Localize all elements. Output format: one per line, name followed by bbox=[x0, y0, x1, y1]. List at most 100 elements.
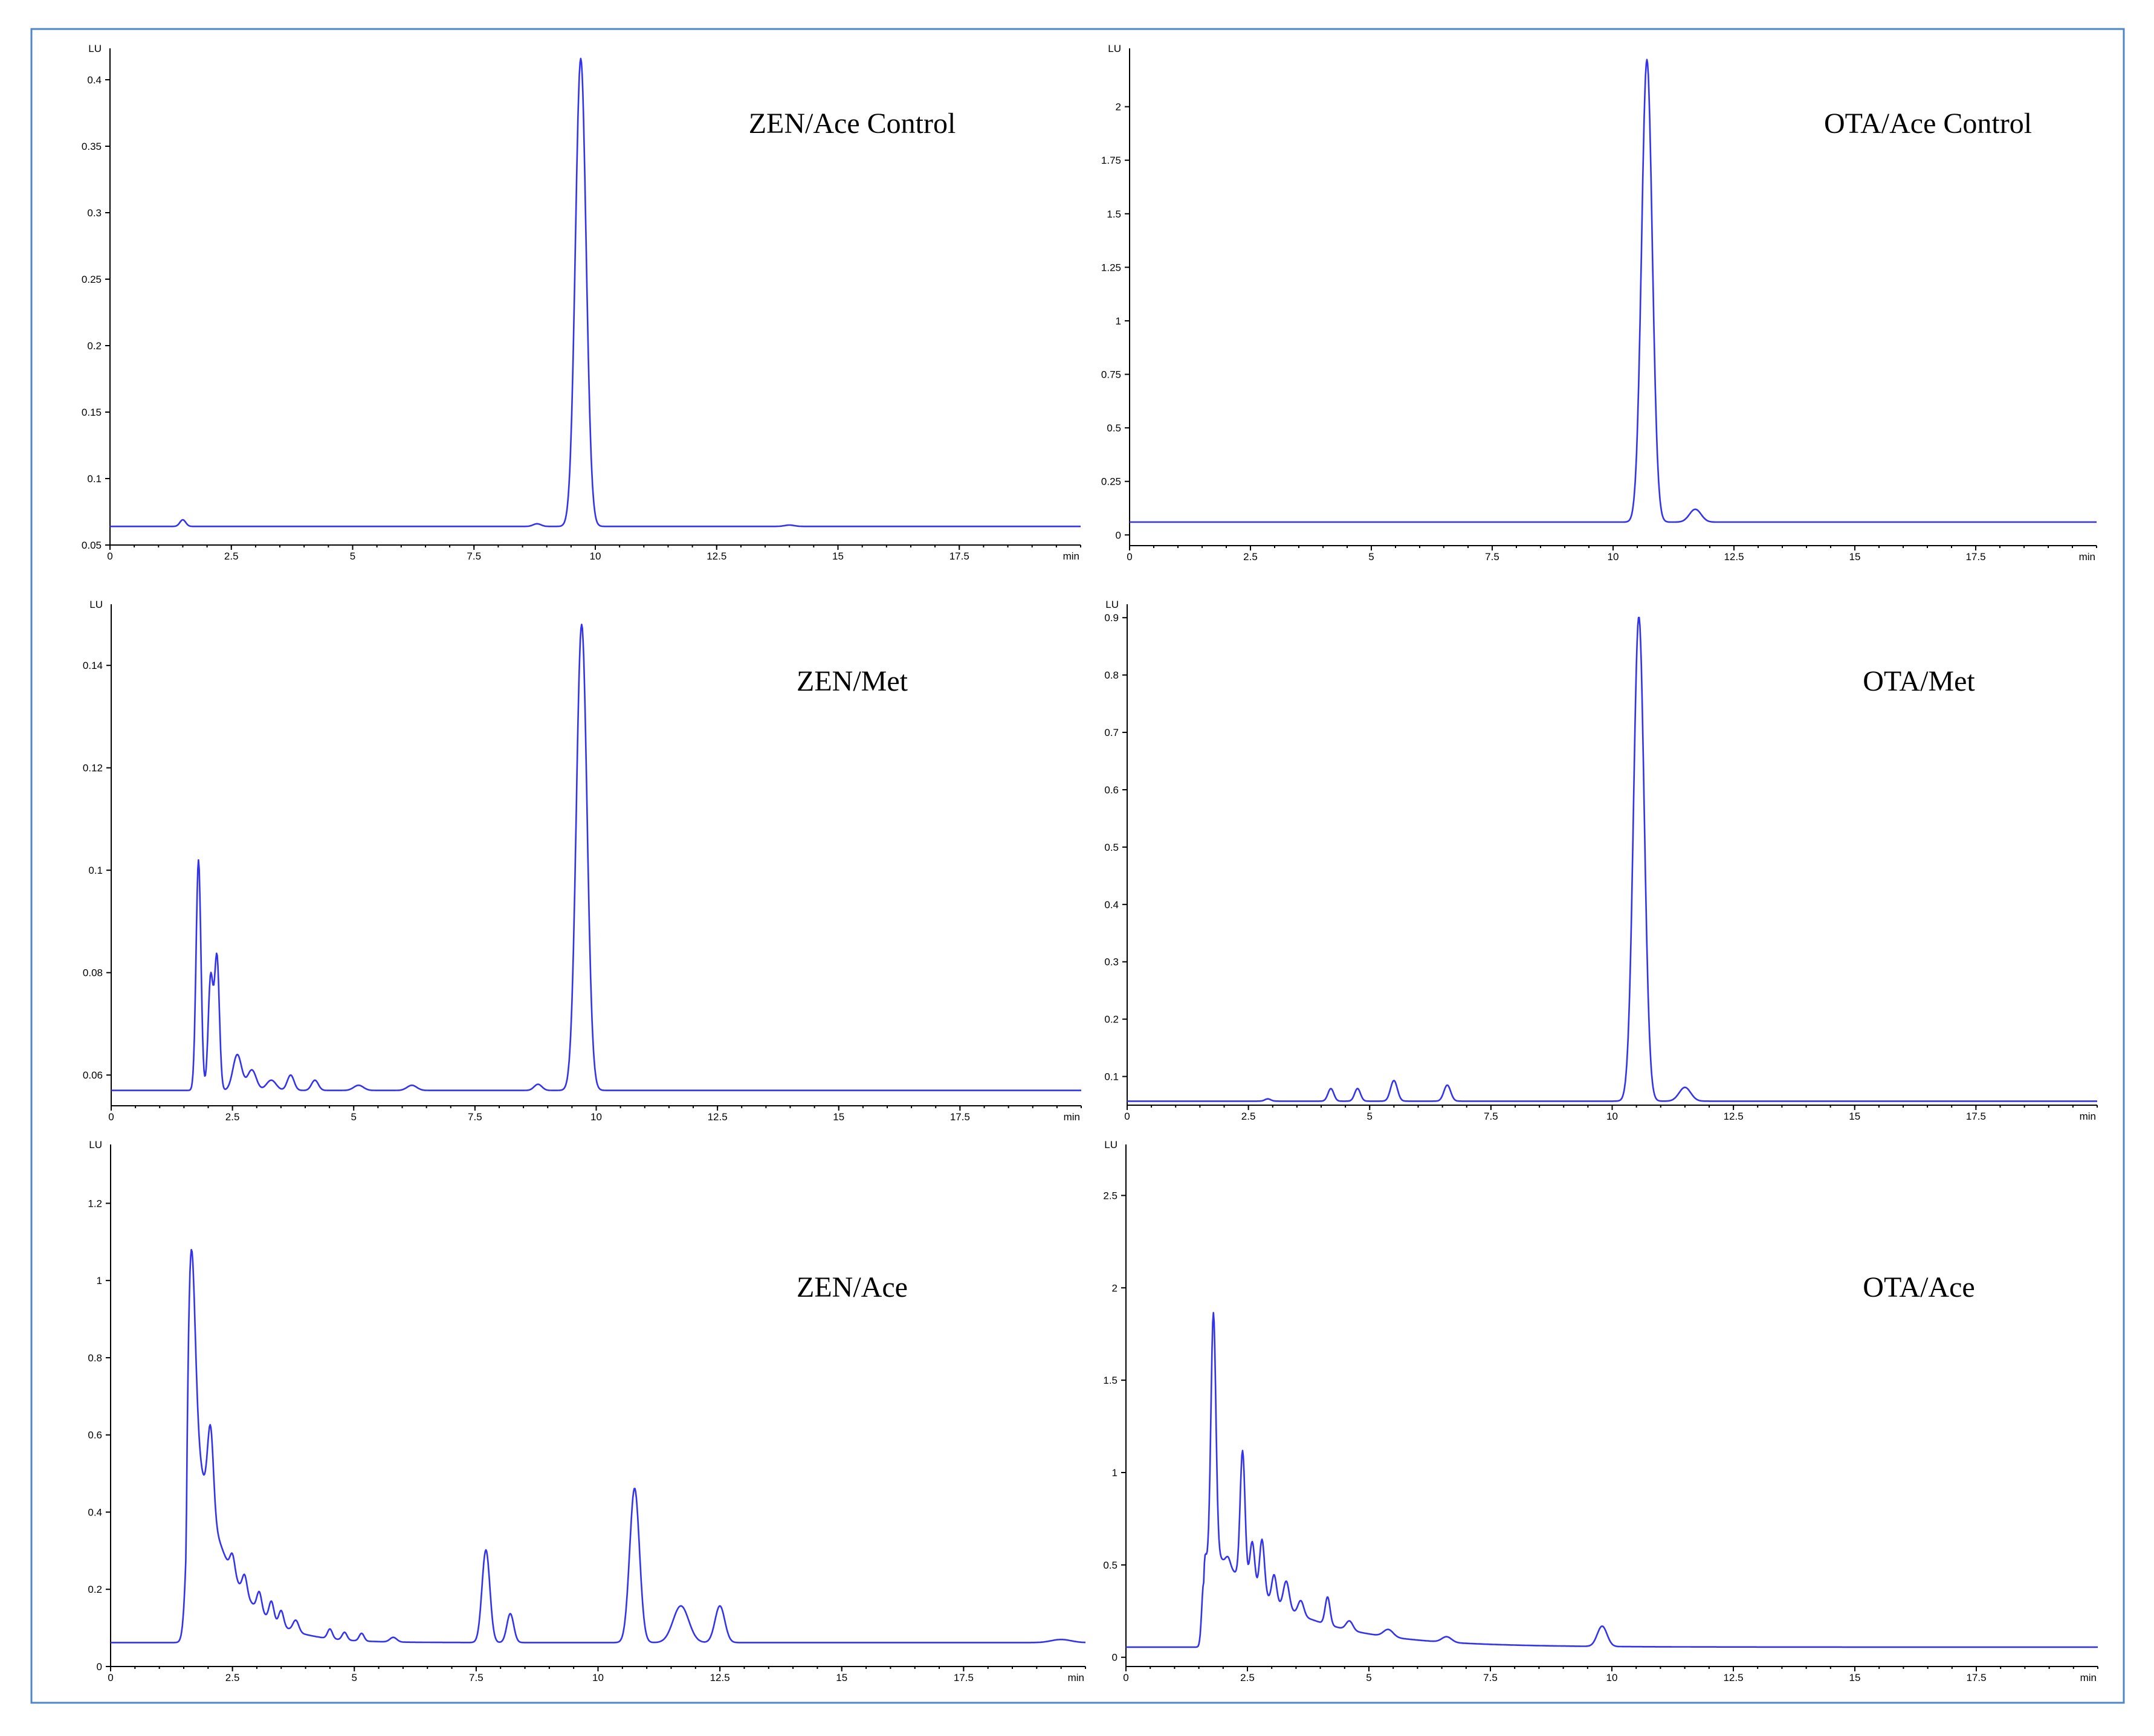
y-tick-label: 0 bbox=[1112, 1652, 1117, 1663]
y-tick-label: 0.75 bbox=[1101, 369, 1121, 381]
x-tick-label: 5 bbox=[1366, 1672, 1371, 1683]
y-tick-label: 0.1 bbox=[88, 865, 103, 876]
x-tick-label: 2.5 bbox=[1240, 1672, 1255, 1683]
y-tick-label: 0.6 bbox=[1104, 784, 1119, 796]
y-tick-label: 2 bbox=[1112, 1282, 1117, 1294]
chromatogram-trace bbox=[1129, 59, 2097, 523]
y-tick-label: 0.5 bbox=[1104, 842, 1119, 853]
x-tick-label: 5 bbox=[350, 550, 355, 562]
x-tick-label: 5 bbox=[1367, 1111, 1373, 1122]
y-tick-label: 0.3 bbox=[1104, 957, 1119, 968]
y-tick-label: 0.15 bbox=[82, 407, 102, 418]
y-tick-label: 0 bbox=[1116, 529, 1121, 541]
x-unit-label: min bbox=[2080, 1672, 2097, 1683]
panel-title: ZEN/Met bbox=[797, 665, 908, 697]
x-axis: 0 2.5 5 7.5 10 12.5 15 17.5 min bbox=[107, 544, 1081, 562]
chromatogram-trace bbox=[109, 57, 1081, 528]
y-unit-label: LU bbox=[89, 599, 103, 610]
x-tick-label: 0 bbox=[1127, 551, 1132, 563]
x-tick-label: 17.5 bbox=[1966, 1672, 1986, 1683]
x-tick-label: 0 bbox=[108, 1111, 114, 1123]
panel-ota-met: 0 2.5 5 7.5 10 12.5 15 17.5 min 0.10.20.30.40.50… bbox=[1104, 599, 2098, 1122]
panel-title: OTA/Met bbox=[1863, 665, 1975, 697]
y-tick-label: 0.35 bbox=[82, 141, 102, 152]
x-tick-label: 12.5 bbox=[1723, 1672, 1743, 1683]
x-axis: 0 2.5 5 7.5 10 12.5 15 17.5 min bbox=[108, 1666, 1086, 1683]
x-tick-label: 7.5 bbox=[469, 1672, 484, 1683]
x-tick-label: 2.5 bbox=[1241, 1111, 1256, 1122]
panel-title: OTA/Ace bbox=[1863, 1271, 1974, 1303]
y-tick-label: 1 bbox=[1116, 315, 1121, 327]
y-tick-label: 1 bbox=[97, 1275, 102, 1286]
x-tick-label: 7.5 bbox=[1484, 1111, 1498, 1122]
x-tick-label: 2.5 bbox=[225, 1111, 240, 1123]
x-unit-label: min bbox=[1064, 1111, 1080, 1123]
y-tick-label: 0.25 bbox=[82, 274, 102, 285]
y-tick-label: 1.75 bbox=[1101, 155, 1121, 166]
y-tick-label: 0.5 bbox=[1107, 422, 1121, 434]
x-tick-label: 15 bbox=[1849, 551, 1861, 563]
y-tick-label: 0.7 bbox=[1104, 727, 1119, 738]
y-tick-label: 1.25 bbox=[1101, 262, 1121, 273]
x-tick-label: 5 bbox=[1368, 551, 1374, 563]
y-tick-label: 0.4 bbox=[88, 1506, 102, 1518]
x-tick-label: 12.5 bbox=[1724, 1111, 1744, 1122]
x-unit-label: min bbox=[1068, 1672, 1084, 1683]
y-unit-label: LU bbox=[1105, 599, 1119, 610]
x-tick-label: 2.5 bbox=[1243, 551, 1258, 563]
x-tick-label: 15 bbox=[833, 1111, 844, 1123]
x-tick-label: 5 bbox=[352, 1672, 357, 1683]
y-tick-label: 0.3 bbox=[87, 207, 102, 219]
x-tick-label: 17.5 bbox=[954, 1672, 974, 1683]
x-tick-label: 12.5 bbox=[708, 1111, 728, 1123]
panel-zen-ace-control: 0 2.5 5 7.5 10 12.5 15 17.5 min 0.050.10.150.20.… bbox=[82, 43, 1081, 562]
x-tick-label: 17.5 bbox=[1965, 551, 1985, 563]
x-tick-label: 17.5 bbox=[949, 550, 969, 562]
x-tick-label: 0 bbox=[107, 550, 112, 562]
chromatogram-trace bbox=[110, 1248, 1086, 1644]
x-tick-label: 17.5 bbox=[1966, 1111, 1986, 1122]
x-tick-label: 15 bbox=[1849, 1111, 1860, 1122]
x-tick-label: 2.5 bbox=[224, 550, 239, 562]
x-tick-label: 5 bbox=[351, 1111, 357, 1123]
x-tick-label: 0 bbox=[108, 1672, 113, 1683]
x-unit-label: min bbox=[2079, 551, 2095, 563]
x-tick-label: 10 bbox=[590, 1111, 602, 1123]
panel-title: OTA/Ace Control bbox=[1824, 108, 2032, 140]
x-tick-label: 12.5 bbox=[707, 550, 726, 562]
y-tick-label: 0.8 bbox=[1104, 670, 1119, 681]
y-axis: 0 0.25 0.5 0.75 1 1.25 1.5 1.75 2 LU bbox=[1101, 43, 1130, 546]
figure-frame bbox=[30, 28, 2125, 1704]
y-tick-label: 0 bbox=[97, 1661, 102, 1673]
x-tick-label: 10 bbox=[592, 1672, 604, 1683]
chromatogram-trace bbox=[111, 624, 1082, 1091]
y-tick-label: 0.14 bbox=[83, 660, 103, 671]
x-tick-label: 0 bbox=[1123, 1672, 1128, 1683]
x-tick-label: 7.5 bbox=[468, 1111, 482, 1123]
y-axis: 0.05 0.1 0.15 0.2 0.25 0.3 0.35 0.4 LU bbox=[82, 43, 111, 551]
x-tick-label: 10 bbox=[1608, 551, 1619, 563]
y-tick-label: 0.2 bbox=[1104, 1014, 1119, 1025]
x-tick-label: 10 bbox=[1606, 1672, 1618, 1683]
x-tick-label: 7.5 bbox=[1485, 551, 1499, 563]
x-tick-label: 10 bbox=[1606, 1111, 1618, 1122]
y-tick-label: 1.2 bbox=[88, 1198, 102, 1209]
y-tick-label: 0.08 bbox=[83, 967, 103, 979]
y-tick-label: 0.4 bbox=[1104, 899, 1119, 911]
y-tick-label: 0.1 bbox=[1104, 1071, 1119, 1083]
y-tick-label: 0.5 bbox=[1103, 1560, 1117, 1571]
panel-zen-met: 0 2.5 5 7.5 10 12.5 15 17.5 min 0.060.080.10.120… bbox=[83, 599, 1082, 1123]
panel-zen-ace: 0 2.5 5 7.5 10 12.5 15 17.5 min 0 0.2 0.4 0.6 0.8 1 1.… bbox=[88, 1139, 1086, 1683]
x-tick-label: 15 bbox=[1849, 1672, 1861, 1683]
y-unit-label: LU bbox=[1104, 1139, 1117, 1150]
y-tick-label: 0.8 bbox=[88, 1352, 102, 1364]
x-tick-label: 15 bbox=[836, 1672, 847, 1683]
panel-title: ZEN/Ace Control bbox=[749, 108, 956, 140]
y-tick-label: 1.5 bbox=[1107, 208, 1121, 220]
y-tick-label: 0.4 bbox=[87, 74, 102, 86]
y-axis: 0 0.2 0.4 0.6 0.8 1 1.2 LU bbox=[88, 1139, 111, 1673]
y-unit-label: LU bbox=[1108, 43, 1121, 54]
x-tick-label: 17.5 bbox=[950, 1111, 970, 1123]
y-axis: 0.06 0.08 0.1 0.12 0.14 LU bbox=[83, 599, 112, 1106]
